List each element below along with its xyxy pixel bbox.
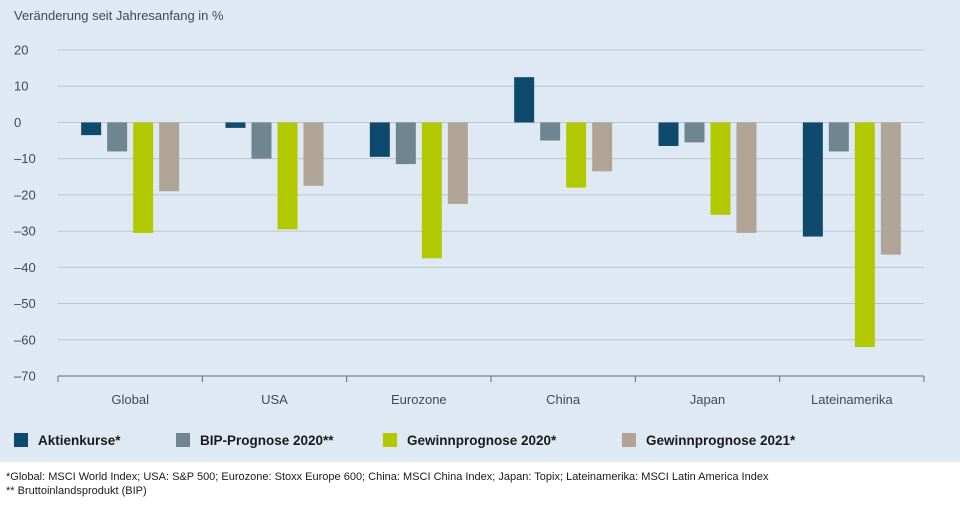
footnote-bip: ** Bruttoinlandsprodukt (BIP) — [6, 485, 147, 497]
bar-bip-prognose-2020 — [540, 122, 561, 141]
chart-panel: Veränderung seit Jahresanfang in % 20 10 0 –… — [0, 0, 960, 462]
bar-gewinnprognose-2021 — [592, 122, 613, 172]
legend-label: Gewinnprognose 2021* — [646, 433, 796, 448]
y-tick-label: –10 — [14, 151, 36, 166]
y-tick-label: –60 — [14, 332, 36, 347]
legend-swatch — [176, 433, 190, 447]
legend-label: BIP-Prognose 2020** — [200, 433, 334, 448]
bar-bip-prognose-2020 — [828, 122, 849, 152]
x-tick-label: Global — [111, 392, 149, 407]
legend-label: Aktienkurse* — [38, 433, 121, 448]
x-tick-label: Lateinamerika — [811, 392, 893, 407]
y-tick-label: 20 — [14, 43, 28, 58]
bar-gewinnprognose-2021 — [303, 122, 324, 186]
y-tick-label: –50 — [14, 296, 36, 311]
y-tick-label: –20 — [14, 187, 36, 202]
legend-swatch — [14, 433, 28, 447]
bar-bip-prognose-2020 — [251, 122, 272, 159]
y-tick-label: 0 — [14, 115, 21, 130]
bar-bip-prognose-2020 — [107, 122, 128, 152]
bar-gewinnprognose-2021 — [736, 122, 757, 233]
bar-aktienkurse — [369, 122, 390, 157]
footnotes: *Global: MSCI World Index; USA: S&P 500;… — [6, 470, 954, 498]
bar-gewinnprognose-2020 — [277, 122, 298, 230]
x-tick-label: USA — [261, 392, 288, 407]
bar-gewinnprognose-2020 — [421, 122, 442, 259]
bar-gewinnprognose-2020 — [133, 122, 154, 233]
legend-swatch — [383, 433, 397, 447]
bar-aktienkurse — [658, 122, 679, 146]
y-tick-label: –40 — [14, 260, 36, 275]
bar-bip-prognose-2020 — [395, 122, 416, 165]
bar-gewinnprognose-2021 — [880, 122, 901, 255]
bar-chart: Veränderung seit Jahresanfang in % 20 10 0 –… — [14, 8, 925, 448]
bar-aktienkurse — [225, 122, 246, 128]
y-tick-label: –70 — [14, 369, 36, 384]
bar-aktienkurse — [802, 122, 823, 237]
legend-swatch — [622, 433, 636, 447]
y-tick-label: 10 — [14, 79, 28, 94]
bar-gewinnprognose-2021 — [159, 122, 180, 192]
chart-title: Veränderung seit Jahresanfang in % — [14, 8, 224, 23]
bar-bip-prognose-2020 — [684, 122, 705, 143]
x-tick-label: China — [546, 392, 581, 407]
x-tick-label: Japan — [690, 392, 725, 407]
bar-gewinnprognose-2020 — [566, 122, 587, 188]
x-tick-label: Eurozone — [391, 392, 447, 407]
bar-aktienkurse — [514, 77, 535, 123]
footnote-index-sources: *Global: MSCI World Index; USA: S&P 500;… — [6, 471, 769, 483]
legend-label: Gewinnprognose 2020* — [407, 433, 557, 448]
bar-gewinnprognose-2020 — [710, 122, 731, 215]
bar-gewinnprognose-2020 — [854, 122, 875, 348]
bar-gewinnprognose-2021 — [447, 122, 468, 204]
bar-aktienkurse — [81, 122, 102, 136]
y-tick-label: –30 — [14, 224, 36, 239]
